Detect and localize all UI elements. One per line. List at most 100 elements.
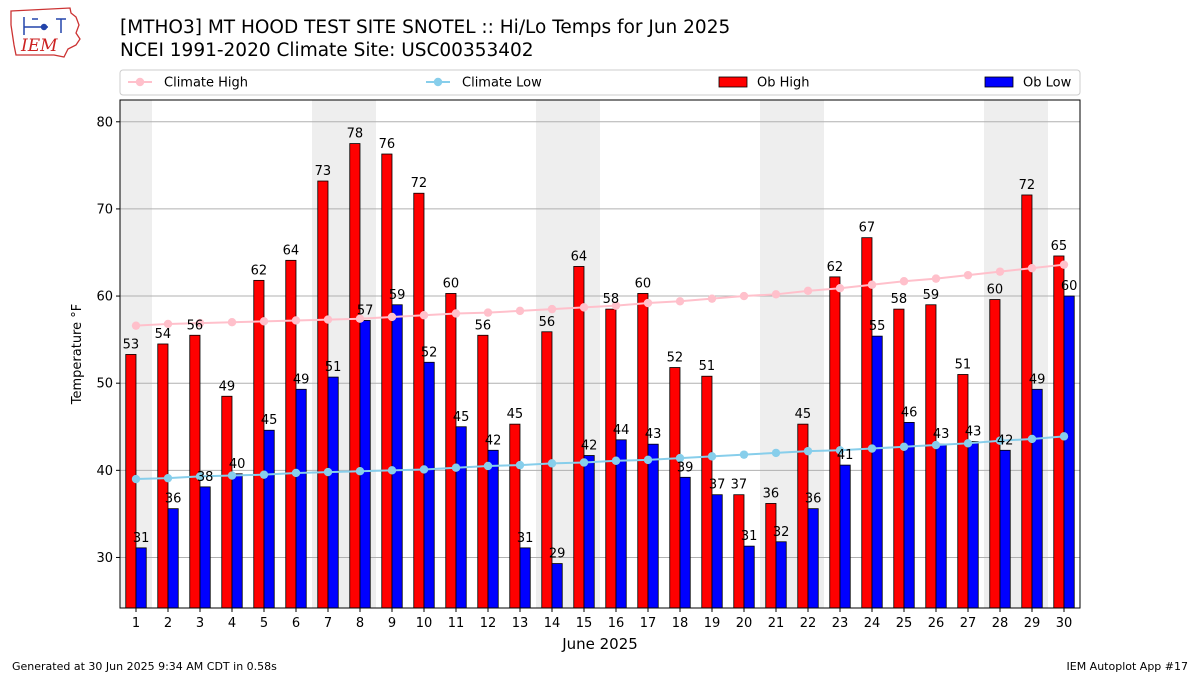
x-tick-label: 23 [832, 616, 849, 631]
climate-low-point [323, 467, 333, 477]
ob-high-label: 60 [987, 283, 1004, 298]
climate-low-point [771, 448, 781, 458]
climate-low-point [291, 468, 301, 478]
climate-low-point [163, 473, 173, 483]
y-tick-label: 40 [96, 464, 113, 479]
legend: Climate High Climate Low Ob High Ob Low [119, 69, 1081, 96]
ob-high-label: 59 [923, 288, 940, 303]
ob-high-label: 45 [795, 407, 812, 422]
ob-low-label: 42 [485, 433, 502, 448]
ob-high-bar [861, 237, 873, 609]
ob-high-label: 56 [475, 318, 492, 333]
climate-low-point [1027, 434, 1037, 444]
ob-high-label: 56 [187, 318, 204, 333]
climate-low-point [611, 456, 621, 465]
app-credit: IEM Autoplot App #17 [1066, 660, 1189, 673]
ob-low-label: 55 [869, 319, 886, 334]
climate-low-point [867, 444, 877, 453]
climate-low-point [195, 472, 205, 481]
ob-high-bar [733, 494, 745, 609]
climate-high-point [963, 270, 973, 280]
y-tick-label: 60 [96, 290, 113, 305]
ob-low-bar [423, 361, 435, 609]
ob-high-label: 58 [891, 292, 908, 307]
climate-low-point [579, 458, 589, 467]
x-tick-label: 15 [576, 616, 593, 631]
ob-high-label: 51 [955, 357, 972, 372]
ob-low-label: 43 [933, 427, 950, 442]
x-tick-label: 28 [992, 616, 1009, 631]
climate-high-point [355, 314, 365, 323]
climate-high-point [195, 318, 205, 328]
y-axis-label: Temperature °F [70, 304, 85, 405]
x-tick-label: 22 [800, 616, 817, 631]
ob-low-label: 29 [549, 547, 566, 562]
legend-ob-low-text: Ob Low [1023, 76, 1072, 91]
ob-high-bar [669, 367, 681, 609]
climate-low-point [643, 455, 653, 465]
legend-ob-low-swatch [984, 76, 1014, 88]
climate-high-point [803, 286, 813, 296]
climate-low-point [931, 440, 941, 450]
climate-low-point [707, 452, 717, 461]
chart-title: [MTHO3] MT HOOD TEST SITE SNOTEL :: Hi/L… [120, 17, 731, 38]
ob-low-label: 60 [1061, 279, 1078, 294]
climate-high-point [1059, 260, 1069, 269]
climate-high-point [131, 321, 141, 330]
climate-high-point [611, 301, 621, 310]
ob-high-label: 49 [219, 379, 236, 394]
ob-low-bar [263, 429, 275, 609]
climate-low-point [131, 474, 141, 484]
legend-climate-low-text: Climate Low [462, 76, 542, 91]
climate-high-point [931, 274, 941, 283]
ob-low-label: 59 [389, 288, 406, 303]
ob-low-label: 41 [837, 448, 854, 463]
climate-high-point [419, 311, 429, 320]
legend-climate-low-marker [433, 77, 443, 87]
climate-high-point [227, 317, 237, 327]
legend-box [119, 69, 1081, 96]
climate-high-point [259, 317, 269, 326]
x-tick-label: 2 [164, 616, 172, 631]
climate-low-point [355, 466, 365, 476]
logo-text: IEM [20, 36, 58, 56]
x-tick-label: 24 [864, 616, 881, 631]
ob-low-label: 52 [421, 345, 438, 360]
generated-timestamp: Generated at 30 Jun 2025 9:34 AM CDT in … [12, 660, 277, 673]
x-tick-label: 5 [260, 616, 268, 631]
ob-low-bar [615, 439, 627, 609]
ob-low-label: 31 [741, 529, 758, 544]
ob-low-bar [487, 449, 499, 609]
ob-high-label: 65 [1051, 239, 1068, 254]
x-axis-label: June 2025 [561, 635, 638, 653]
legend-climate-high-marker [135, 77, 145, 87]
ob-low-label: 45 [453, 410, 470, 425]
ob-high-label: 64 [571, 249, 588, 264]
plot-border [119, 99, 1081, 609]
legend-ob-high-swatch [718, 76, 748, 88]
climate-low-point [227, 471, 237, 480]
ob-high-label: 56 [539, 315, 556, 330]
ob-high-label: 37 [731, 478, 748, 493]
y-tick-label: 80 [96, 115, 113, 130]
ob-low-bar [167, 508, 179, 609]
climate-high-point [547, 304, 557, 314]
climate-low-point [419, 465, 429, 474]
ob-low-label: 43 [645, 427, 662, 442]
ob-low-bar [679, 476, 691, 609]
climate-low-point [739, 450, 749, 459]
ob-low-label: 36 [165, 492, 182, 507]
climate-low-point [387, 466, 397, 475]
y-tick-label: 30 [96, 551, 113, 566]
ob-high-bar [1021, 194, 1033, 609]
ob-high-label: 60 [635, 276, 652, 291]
climate-low-point [675, 453, 685, 463]
ob-high-bar [1053, 255, 1065, 609]
ob-high-bar [445, 293, 457, 609]
climate-high-line [135, 263, 1065, 327]
climate-low-point [515, 460, 525, 470]
iem-logo: IEM [8, 5, 86, 65]
chart-subtitle: NCEI 1991-2020 Climate Site: USC00353402 [120, 40, 534, 61]
ob-low-bar [391, 304, 403, 609]
